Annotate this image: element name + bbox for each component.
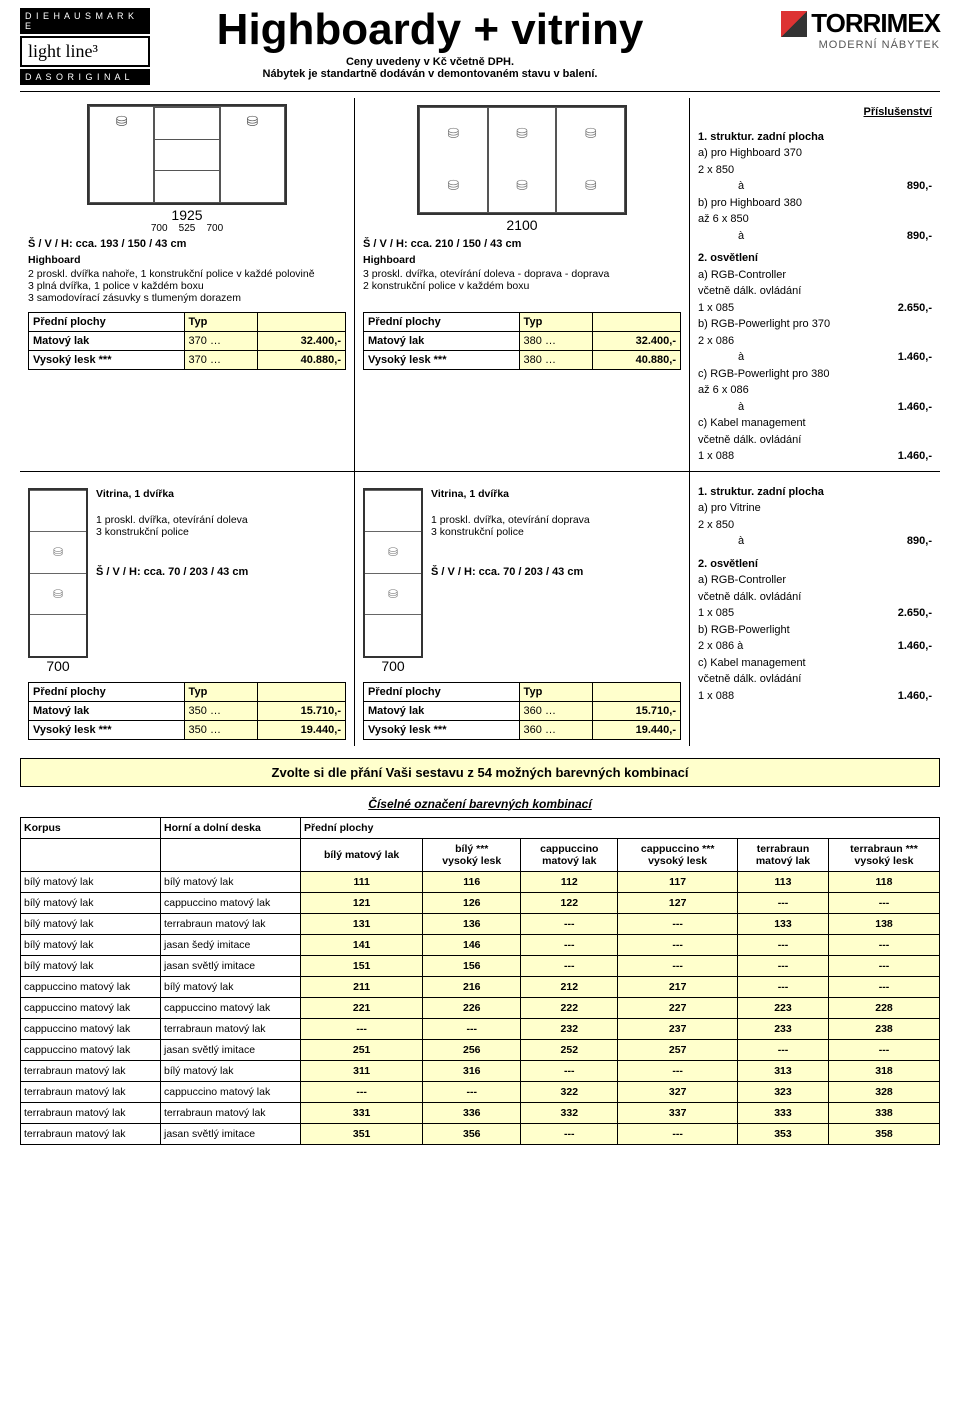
table-row: bílý matový lakjasan šedý imitace141146-… (21, 934, 940, 955)
combo-table: Korpus Horní a dolní deska Přední plochy… (20, 817, 940, 1145)
combo-subheading: Číselné označení barevných kombinací (20, 797, 940, 811)
table-row: bílý matový lakcappuccino matový lak1211… (21, 892, 940, 913)
table-row: cappuccino matový lakjasan světlý imitac… (21, 1039, 940, 1060)
subtitle1: Ceny uvedeny v Kč včetně DPH. (160, 56, 700, 68)
combo-col-header: terrabraunmatový lak (737, 838, 828, 871)
product-380: ⛁⛁ ⛁⛁ ⛁⛁ 2100 Š / V / H: cca. 210 / 150 … (355, 98, 690, 471)
desc-370: 2 proskl. dvířka nahoře, 1 konstrukční p… (28, 268, 346, 304)
combo-heading: Zvolte si dle přání Vaši sestavu z 54 mo… (20, 758, 940, 787)
table-row: cappuccino matový lakterrabraun matový l… (21, 1018, 940, 1039)
torrimex-sub: MODERNÍ NÁBYTEK (710, 39, 940, 51)
table-row: terrabraun matový lakbílý matový lak3113… (21, 1060, 940, 1081)
figure-380: ⛁⛁ ⛁⛁ ⛁⛁ 2100 (363, 104, 681, 234)
price-table-370: Přední plochyTyp Matový lak370 …32.400,-… (28, 312, 346, 370)
brand-top: D I E H A U S M A R K E (20, 8, 150, 34)
dim-total: 1925 (171, 207, 202, 223)
products-row-1: 1925 700 525 700 Š / V / H: cca. 193 / 1… (20, 98, 940, 471)
product-370: 1925 700 525 700 Š / V / H: cca. 193 / 1… (20, 98, 355, 471)
torrimex-icon (781, 11, 807, 37)
table-row: terrabraun matový lakcappuccino matový l… (21, 1081, 940, 1102)
svh-380: Š / V / H: cca. 210 / 150 / 43 cm (363, 238, 681, 250)
svh-370: Š / V / H: cca. 193 / 150 / 43 cm (28, 238, 346, 250)
table-row: bílý matový lakbílý matový lak1111161121… (21, 871, 940, 892)
header: D I E H A U S M A R K E light line³ D A … (20, 8, 940, 85)
accessories-1: Příslušenství 1. struktur. zadní plocha … (690, 98, 940, 471)
name-380: Highboard (363, 254, 681, 266)
desc-380: 3 proskl. dvířka, otevírání doleva - dop… (363, 268, 681, 304)
table-row: cappuccino matový lakcappuccino matový l… (21, 997, 940, 1018)
torrimex-logo: TORRIMEX (710, 8, 940, 39)
torrimex-text: TORRIMEX (811, 8, 940, 39)
products-row-2: ⛁⛁ 700 Vitrina, 1 dvířka 1 proskl. dvířk… (20, 471, 940, 746)
table-row: bílý matový lakterrabraun matový lak1311… (21, 913, 940, 934)
figure-360: ⛁⛁ 700 (363, 488, 423, 674)
dim-total: 2100 (506, 217, 537, 233)
dim-parts: 700 525 700 (151, 223, 223, 234)
table-row: bílý matový lakjasan světlý imitace15115… (21, 955, 940, 976)
table-row: terrabraun matový lakjasan světlý imitac… (21, 1123, 940, 1144)
price-table-350: Přední plochyTyp Matový lak350 …15.710,-… (28, 682, 346, 740)
accessories-2: 1. struktur. zadní plocha a) pro Vitrine… (690, 472, 940, 746)
price-table-360: Přední plochyTyp Matový lak360 …15.710,-… (363, 682, 681, 740)
combo-col-header: terrabraun ***vysoký lesk (829, 838, 940, 871)
acc-title: Příslušenství (698, 104, 932, 121)
title-block: Highboardy + vitriny Ceny uvedeny v Kč v… (160, 8, 700, 80)
subtitle2: Nábytek je standartně dodáván v demontov… (160, 68, 700, 80)
product-350: ⛁⛁ 700 Vitrina, 1 dvířka 1 proskl. dvířk… (20, 472, 355, 746)
name-370: Highboard (28, 254, 346, 266)
combo-col-header: bílý ***vysoký lesk (423, 838, 521, 871)
table-row: terrabraun matový lakterrabraun matový l… (21, 1102, 940, 1123)
combo-col-header: cappuccino ***vysoký lesk (618, 838, 738, 871)
product-360: ⛁⛁ 700 Vitrina, 1 dvířka 1 proskl. dvířk… (355, 472, 690, 746)
brand-left: D I E H A U S M A R K E light line³ D A … (20, 8, 150, 85)
figure-370: 1925 700 525 700 (28, 104, 346, 234)
brand-right: TORRIMEX MODERNÍ NÁBYTEK (710, 8, 940, 51)
page-title: Highboardy + vitriny (160, 8, 700, 52)
brand-bottom: D A S O R I G I N A L (20, 69, 150, 85)
price-table-380: Přední plochyTyp Matový lak380 …32.400,-… (363, 312, 681, 370)
figure-350: ⛁⛁ 700 (28, 488, 88, 674)
combo-col-header: bílý matový lak (301, 838, 423, 871)
table-row: cappuccino matový lakbílý matový lak2112… (21, 976, 940, 997)
brand-logo: light line³ (20, 36, 150, 67)
combo-col-header: cappuccinomatový lak (521, 838, 618, 871)
